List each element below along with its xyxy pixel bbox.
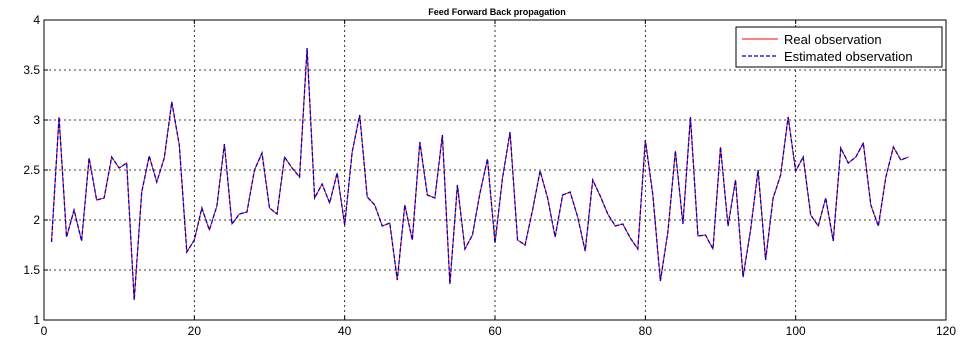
- y-tick-label: 2.5: [23, 163, 40, 177]
- series-line-estimated-observation: [50, 47, 909, 301]
- legend-label: Real observation: [784, 32, 882, 47]
- series-layer: [50, 47, 909, 301]
- y-tick-label: 1: [33, 313, 40, 327]
- x-tick-label: 60: [488, 324, 502, 338]
- legend-box: [735, 26, 943, 68]
- y-tick-label: 3: [33, 113, 40, 127]
- x-tick-label: 80: [639, 324, 653, 338]
- x-tick-label: 40: [338, 324, 352, 338]
- x-tick-label: 20: [188, 324, 202, 338]
- y-tick-label: 2: [33, 213, 40, 227]
- x-tick-label: 120: [936, 324, 956, 338]
- axes: 0 20 40 60 80 100 120 1 1.5 2 2.5 3 3.5 4: [23, 13, 956, 338]
- y-tick-label: 3.5: [23, 63, 40, 77]
- legend: Real observation Estimated observation: [735, 26, 943, 68]
- y-tick-label: 1.5: [23, 263, 40, 277]
- x-tick-label: 0: [41, 324, 48, 338]
- x-tick-label: 100: [786, 324, 806, 338]
- y-tick-label: 4: [33, 13, 40, 27]
- legend-label: Estimated observation: [784, 49, 913, 64]
- chart-title: Feed Forward Back propagation: [428, 7, 566, 17]
